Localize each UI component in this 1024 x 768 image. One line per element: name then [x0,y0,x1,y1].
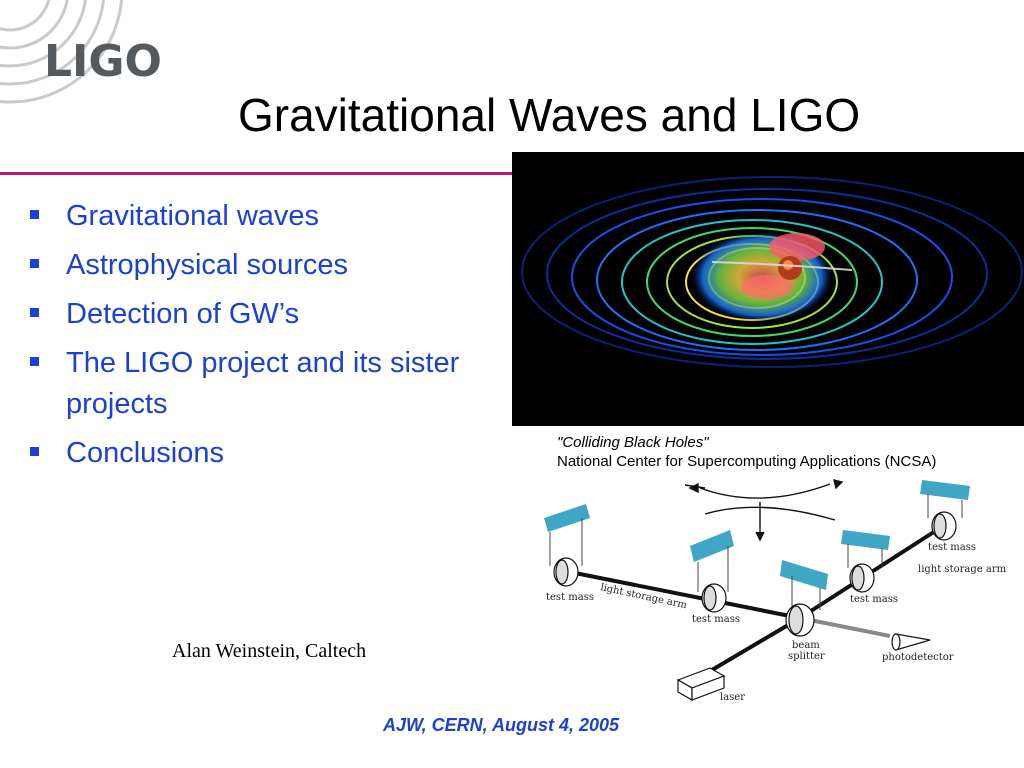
photodetector-icon [891,633,931,651]
caption-credit: National Center for Supercomputing Appli… [557,453,937,470]
caption-title: "Colliding Black Holes" [557,434,709,451]
bullet-item: The LIGO project and its sister projects [28,343,488,425]
label-test-mass: test mass [692,614,740,625]
square-bullet-icon [30,357,39,366]
bullet-list: Gravitational waves Astrophysical source… [28,196,488,482]
author-credit: Alan Weinstein, Caltech [172,640,367,662]
label-laser: laser [720,692,745,703]
label-test-mass: test mass [546,592,594,603]
laser-icon [676,667,726,702]
label-beam: beam [792,640,820,651]
label-photodetector: photodetector [882,652,954,663]
square-bullet-icon [30,259,39,268]
label-test-mass: test mass [928,542,976,553]
bullet-item: Astrophysical sources [28,245,488,286]
bullet-item: Detection of GW’s [28,294,488,335]
bullet-item: Conclusions [28,433,488,474]
mirror-plates [544,480,970,590]
test-mass-icon [701,583,727,613]
image-caption: "Colliding Black Holes" National Center … [557,433,936,471]
label-splitter: splitter [788,651,825,662]
slide-footer: AJW, CERN, August 4, 2005 [383,715,620,735]
square-bullet-icon [30,210,39,219]
square-bullet-icon [30,447,39,456]
slide-title: Gravitational Waves and LIGO [238,89,861,141]
label-light-storage-arm: light storage arm [918,564,1007,575]
beam-splitter-icon [785,603,815,637]
title-divider [0,172,560,175]
test-mass-icon [931,511,957,541]
square-bullet-icon [30,308,39,317]
interferometer-diagram: test mass light storage arm test mass be… [544,479,1007,703]
test-mass-icon [553,557,579,587]
ligo-logo-arcs-icon [0,0,124,104]
label-test-mass: test mass [850,594,898,605]
strain-arrows-icon [684,479,844,542]
colliding-black-holes-image [512,152,1024,426]
bullet-item: Gravitational waves [28,196,488,237]
test-mass-icon [849,563,875,593]
ligo-logo-text: LIGO [44,36,162,87]
